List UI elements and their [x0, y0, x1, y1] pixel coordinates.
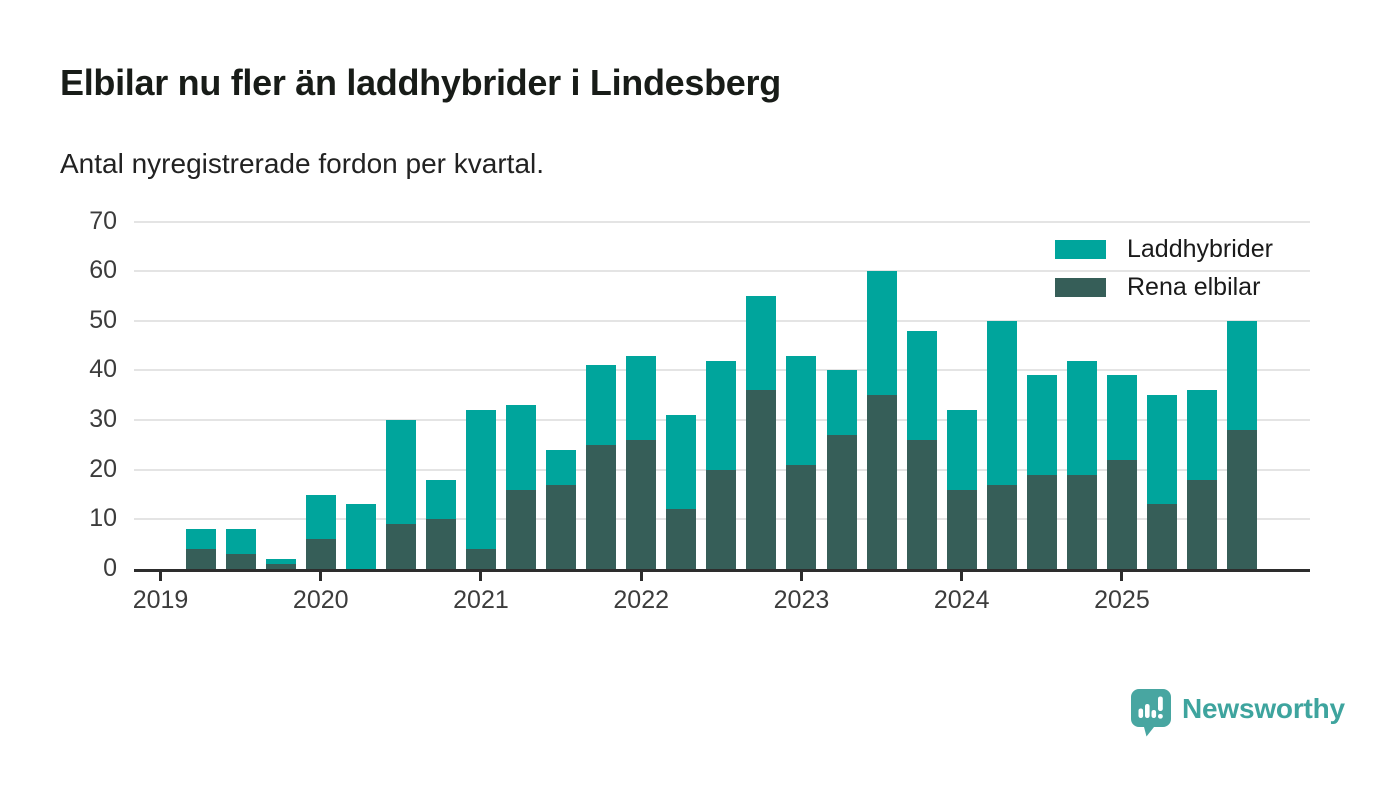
y-tick-label: 0: [103, 554, 117, 582]
legend-item-laddhybrider: Laddhybrider: [1055, 235, 1273, 263]
y-grid-line: [134, 270, 1310, 273]
bar-segment-rena-elbilar: [906, 439, 937, 569]
x-tick-label: 2023: [773, 586, 830, 614]
bar-segment-rena-elbilar: [946, 489, 977, 569]
bar-segment-laddhybrider: [786, 355, 817, 465]
bar-segment-rena-elbilar: [225, 554, 256, 569]
y-tick-label: 10: [89, 504, 117, 533]
legend-label: Laddhybrider: [1127, 235, 1273, 263]
x-tick-label: 2022: [613, 586, 670, 614]
bar-segment-rena-elbilar: [185, 549, 216, 569]
bar-segment-rena-elbilar: [1106, 459, 1137, 569]
bar-segment-rena-elbilar: [626, 439, 657, 569]
bar-segment-laddhybrider: [1026, 375, 1057, 475]
x-axis-tick: [159, 572, 162, 581]
bar-segment-laddhybrider: [265, 559, 296, 565]
y-grid-line: [134, 220, 1310, 223]
bar-segment-laddhybrider: [586, 365, 617, 445]
legend-item-rena-elbilar: Rena elbilar: [1055, 273, 1273, 301]
bar-segment-laddhybrider: [465, 410, 496, 550]
y-tick-label: 30: [89, 405, 117, 434]
bar-segment-laddhybrider: [986, 320, 1017, 485]
bar-segment-laddhybrider: [826, 370, 857, 435]
bar-segment-laddhybrider: [305, 494, 336, 540]
page-title: Elbilar nu fler än laddhybrider i Lindes…: [60, 62, 781, 103]
bar-segment-rena-elbilar: [586, 444, 617, 569]
x-tick-label: 2021: [453, 586, 509, 614]
bar-segment-rena-elbilar: [826, 434, 857, 569]
bar-segment-rena-elbilar: [746, 390, 777, 569]
x-axis-tick: [799, 572, 803, 581]
bar-segment-laddhybrider: [906, 330, 937, 440]
bar-segment-rena-elbilar: [666, 509, 697, 569]
brand-footer: Newsworthy: [1130, 688, 1345, 738]
x-axis-tick: [639, 572, 643, 581]
newsworthy-logo-icon: [1131, 689, 1171, 737]
bar-segment-rena-elbilar: [866, 395, 897, 569]
x-tick-label: 2020: [292, 586, 349, 614]
bar-segment-rena-elbilar: [1147, 504, 1177, 569]
y-tick-label: 20: [89, 454, 117, 483]
bar-segment-rena-elbilar: [1026, 474, 1057, 569]
x-axis-tick: [1120, 572, 1124, 581]
bar-segment-laddhybrider: [506, 405, 537, 490]
legend-label: Rena elbilar: [1127, 273, 1261, 301]
bar-segment-laddhybrider: [1106, 375, 1137, 460]
bar-segment-laddhybrider: [1227, 320, 1258, 430]
bar-segment-laddhybrider: [666, 415, 697, 510]
bar-segment-laddhybrider: [345, 504, 376, 569]
bar-segment-rena-elbilar: [1227, 430, 1258, 569]
y-grid-line: [134, 319, 1310, 322]
bar-segment-rena-elbilar: [1187, 479, 1218, 569]
bar-segment-rena-elbilar: [1066, 474, 1097, 569]
bar-segment-rena-elbilar: [506, 489, 537, 569]
bar-segment-laddhybrider: [866, 271, 897, 396]
bar-segment-laddhybrider: [706, 360, 737, 470]
bar-segment-rena-elbilar: [425, 519, 456, 569]
bar-segment-laddhybrider: [185, 529, 216, 550]
bar-segment-laddhybrider: [1187, 390, 1218, 480]
legend-swatch-laddhybrider: [1055, 240, 1106, 259]
bar-segment-rena-elbilar: [305, 539, 336, 569]
bar-segment-laddhybrider: [746, 295, 777, 391]
brand-wordmark: Newsworthy: [1182, 693, 1345, 724]
chart-subtitle: Antal nyregistrerade fordon per kvartal.: [60, 148, 545, 179]
chart-legend: Laddhybrider Rena elbilar: [1055, 235, 1273, 316]
x-axis-tick: [960, 572, 964, 581]
x-axis-line: [134, 568, 1310, 572]
bar-segment-rena-elbilar: [546, 484, 577, 569]
bar-segment-laddhybrider: [1147, 395, 1177, 505]
bar-segment-rena-elbilar: [706, 469, 737, 569]
y-tick-label: 70: [89, 206, 117, 235]
bar-segment-rena-elbilar: [385, 524, 416, 569]
bar-segment-laddhybrider: [385, 420, 416, 525]
x-tick-label: 2025: [1094, 586, 1150, 614]
bar-segment-laddhybrider: [626, 355, 657, 440]
legend-swatch-rena-elbilar: [1055, 278, 1106, 297]
bar-segment-laddhybrider: [425, 479, 456, 520]
bar-segment-laddhybrider: [946, 410, 977, 490]
y-tick-label: 50: [89, 305, 117, 334]
x-tick-label: 2019: [132, 586, 189, 614]
y-tick-label: 40: [89, 355, 117, 384]
x-axis-tick: [319, 572, 323, 581]
x-axis-tick: [479, 572, 483, 581]
bar-segment-laddhybrider: [546, 449, 577, 485]
bar-segment-laddhybrider: [225, 529, 256, 555]
y-tick-label: 60: [89, 256, 117, 285]
bar-segment-rena-elbilar: [465, 549, 496, 569]
bar-segment-laddhybrider: [1066, 360, 1097, 475]
bar-segment-rena-elbilar: [986, 484, 1017, 569]
bar-segment-rena-elbilar: [265, 564, 296, 569]
x-tick-label: 2024: [933, 586, 990, 614]
bar-segment-rena-elbilar: [786, 464, 817, 569]
